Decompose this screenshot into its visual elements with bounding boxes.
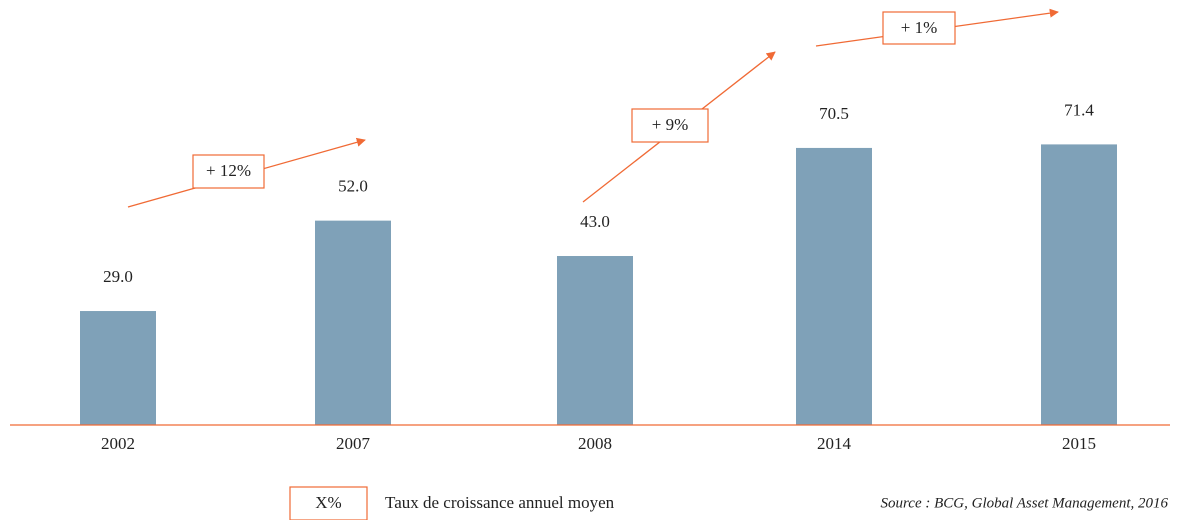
bar — [315, 220, 391, 425]
growth-box — [192, 154, 265, 189]
bar — [796, 147, 872, 425]
value-label: 70.5 — [819, 104, 849, 123]
legend-box — [289, 486, 368, 520]
legend-symbol: X% — [315, 493, 341, 512]
bar — [557, 256, 633, 425]
x-tick-label: 2008 — [578, 434, 612, 453]
bar — [80, 311, 156, 425]
value-label: 29.0 — [103, 267, 133, 286]
legend-label: Taux de croissance annuel moyen — [385, 493, 615, 512]
growth-box — [882, 11, 956, 45]
growth-box — [631, 108, 709, 143]
value-label: 43.0 — [580, 212, 610, 231]
growth-label: + 9% — [652, 115, 689, 134]
x-tick-label: 2014 — [817, 434, 852, 453]
source: Source : BCG, Global Asset Management, 2… — [881, 495, 1169, 511]
bar — [1041, 144, 1117, 425]
growth-label: + 12% — [206, 161, 251, 180]
x-tick-label: 2002 — [101, 434, 135, 453]
x-tick-label: 2007 — [336, 434, 371, 453]
value-label: 52.0 — [338, 177, 368, 196]
bars: 29.0 2002 52.0 2007 43.0 2008 70.5 2014 71.4 2015 — [80, 100, 1117, 453]
growth-label: + 1% — [901, 18, 938, 37]
x-tick-label: 2015 — [1062, 434, 1096, 453]
value-label: 71.4 — [1064, 100, 1094, 119]
